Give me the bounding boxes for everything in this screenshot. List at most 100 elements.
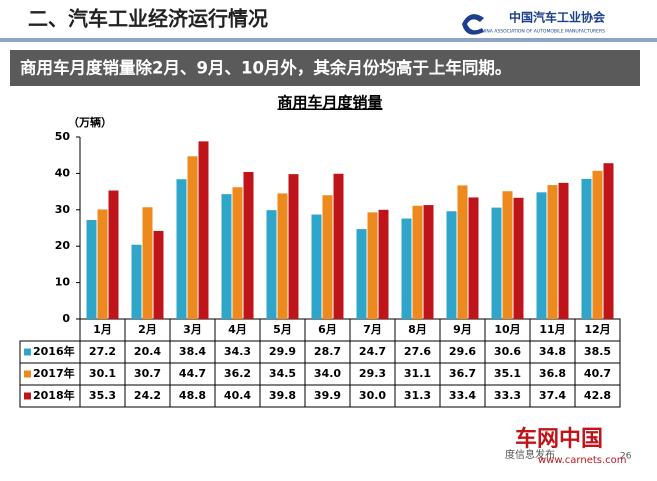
- x-tick-label: 3月: [183, 323, 202, 336]
- x-tick-label: 6月: [318, 323, 337, 336]
- bar: [288, 174, 299, 319]
- bar: [446, 211, 457, 319]
- y-tick-label: 10: [55, 276, 71, 289]
- x-tick-label: 7月: [363, 323, 382, 336]
- bar: [412, 205, 423, 319]
- table-value: 24.2: [134, 389, 161, 402]
- table-value: 31.1: [404, 367, 431, 380]
- bar: [232, 187, 243, 319]
- table-value: 31.3: [404, 389, 431, 402]
- bar: [131, 244, 142, 319]
- bar: [108, 190, 119, 319]
- header-rule: [0, 38, 657, 42]
- bar: [367, 212, 378, 319]
- bar: [513, 197, 524, 319]
- logo-mark: [462, 14, 484, 35]
- table-value: 34.3: [224, 345, 251, 358]
- bar: [502, 191, 513, 319]
- x-tick-label: 4月: [228, 323, 247, 336]
- bar: [491, 207, 502, 319]
- logo-text: 中国汽车工业协会: [509, 10, 606, 25]
- table-value: 40.4: [224, 389, 251, 402]
- x-tick-label: 10月: [494, 323, 520, 336]
- legend-label: 2018年: [33, 388, 75, 402]
- table-value: 44.7: [179, 367, 206, 380]
- bar: [198, 141, 209, 319]
- table-value: 29.6: [449, 345, 476, 358]
- table-value: 29.9: [269, 345, 296, 358]
- legend-label: 2017年: [33, 366, 75, 380]
- bar: [581, 178, 592, 319]
- y-tick-label: 40: [55, 166, 71, 179]
- table-value: 20.4: [134, 345, 161, 358]
- bar: [356, 229, 367, 319]
- x-tick-label: 5月: [273, 323, 292, 336]
- x-tick-label: 11月: [539, 323, 565, 336]
- bar: [176, 179, 187, 319]
- table-value: 35.3: [89, 389, 116, 402]
- bar: [592, 170, 603, 319]
- bar: [603, 163, 614, 319]
- banner-box: [10, 50, 640, 86]
- y-tick-label: 30: [55, 203, 71, 216]
- table-value: 39.9: [314, 389, 341, 402]
- watermark: 车网中国: [515, 426, 603, 452]
- table-value: 29.3: [359, 367, 386, 380]
- bar: [401, 218, 412, 319]
- table-value: 38.5: [584, 345, 611, 358]
- bar: [221, 194, 232, 319]
- slide-title: 二、汽车工业经济运行情况: [28, 7, 268, 31]
- y-tick-label: 20: [55, 239, 71, 252]
- table-value: 30.0: [359, 389, 386, 402]
- chart-title: 商用车月度销量: [277, 94, 382, 112]
- watermark-url: www.carnets.com: [538, 455, 627, 466]
- bar: [86, 219, 97, 319]
- bar: [457, 185, 468, 319]
- bar: [142, 207, 153, 319]
- y-tick-label: 0: [62, 312, 70, 325]
- table-value: 28.7: [314, 345, 341, 358]
- table-value: 48.8: [179, 389, 206, 402]
- table-value: 27.6: [404, 345, 431, 358]
- table-value: 34.0: [314, 367, 341, 380]
- bar: [311, 214, 322, 319]
- bar: [558, 182, 569, 319]
- logo-en: CHINA ASSOCIATION OF AUTOMOBILE MANUFACT…: [479, 29, 606, 35]
- bar: [243, 171, 254, 319]
- table-value: 36.7: [449, 367, 476, 380]
- table-value: 39.8: [269, 389, 296, 402]
- table-value: 34.8: [539, 345, 566, 358]
- table-value: 30.1: [89, 367, 116, 380]
- bar: [187, 156, 198, 319]
- legend-swatch: [24, 370, 31, 378]
- x-tick-label: 12月: [584, 323, 610, 336]
- y-axis-label: （万辆）: [68, 115, 112, 129]
- x-tick-label: 8月: [408, 323, 427, 336]
- legend-swatch: [24, 392, 31, 400]
- bar: [333, 173, 344, 319]
- legend-label: 2016年: [33, 344, 75, 358]
- bar: [322, 195, 333, 319]
- table-value: 37.4: [539, 389, 566, 402]
- source-text: 度信息发布: [505, 448, 555, 461]
- table-value: 27.2: [89, 345, 116, 358]
- table-value: 33.4: [449, 389, 476, 402]
- table-value: 36.2: [224, 367, 251, 380]
- table-value: 42.8: [584, 389, 611, 402]
- x-tick-label: 9月: [453, 323, 472, 336]
- banner-text: 商用车月度销量除2月、9月、10月外，其余月份均高于上年同期。: [20, 58, 511, 78]
- bar: [97, 209, 108, 319]
- bar: [423, 205, 434, 319]
- bar: [266, 210, 277, 319]
- y-tick-label: 50: [55, 130, 71, 143]
- bar: [468, 197, 479, 319]
- bar: [153, 230, 164, 319]
- table-value: 30.7: [134, 367, 161, 380]
- legend-swatch: [24, 348, 31, 356]
- bar: [378, 209, 389, 319]
- table-value: 38.4: [179, 345, 206, 358]
- table-value: 34.5: [269, 367, 296, 380]
- bar: [547, 185, 558, 319]
- table-value: 30.6: [494, 345, 521, 358]
